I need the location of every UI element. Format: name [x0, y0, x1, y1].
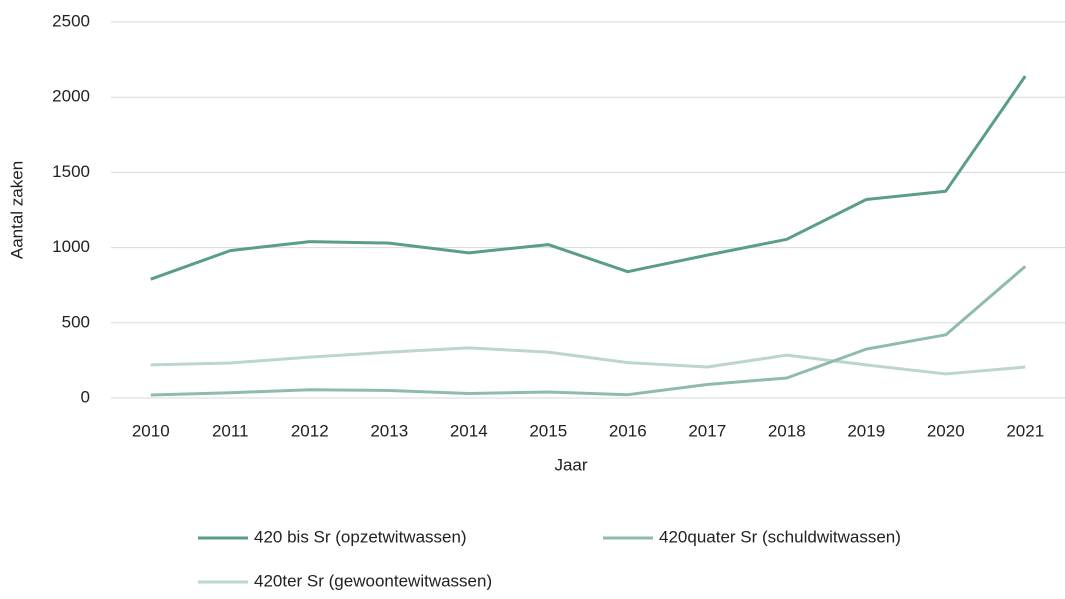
x-tick-label: 2021 [1006, 421, 1044, 440]
y-tick-label: 1000 [52, 237, 90, 256]
x-tick-label: 2020 [927, 421, 965, 440]
y-tick-label: 2500 [52, 11, 90, 30]
y-axis-label: Aantal zaken [7, 161, 26, 259]
x-tick-label: 2016 [609, 421, 647, 440]
y-tick-label: 2000 [52, 87, 90, 106]
x-tick-label: 2010 [132, 421, 170, 440]
x-tick-label: 2018 [768, 421, 806, 440]
x-tick-label: 2014 [450, 421, 488, 440]
x-tick-label: 2012 [291, 421, 329, 440]
x-axis-label: Jaar [554, 455, 587, 474]
legend-label: 420quater Sr (schuldwitwassen) [659, 527, 901, 546]
series-line [150, 75, 1027, 281]
x-tick-label: 2015 [529, 421, 567, 440]
x-tick-label: 2017 [688, 421, 726, 440]
x-tick-label: 2019 [847, 421, 885, 440]
x-tick-label: 2013 [370, 421, 408, 440]
legend-label: 420 bis Sr (opzetwitwassen) [254, 527, 467, 546]
series-line [150, 346, 1026, 376]
legend-label: 420ter Sr (gewoontewitwassen) [254, 571, 492, 590]
y-tick-label: 500 [62, 312, 90, 331]
y-tick-label: 1500 [52, 162, 90, 181]
y-tick-label: 0 [81, 387, 90, 406]
x-tick-label: 2011 [212, 421, 249, 440]
series-line [150, 265, 1027, 397]
